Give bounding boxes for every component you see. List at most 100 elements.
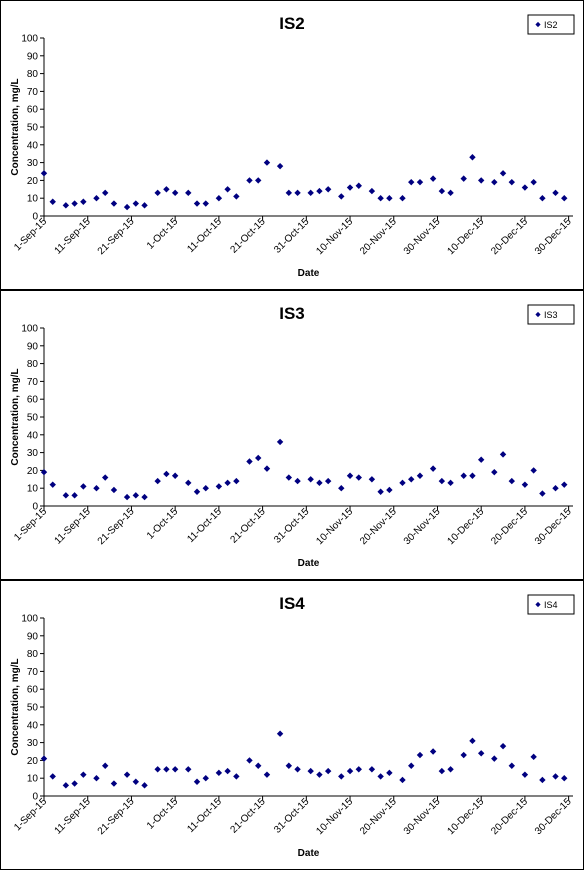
data-point (110, 780, 118, 787)
x-tick-label: 11-Oct-15 (185, 216, 224, 255)
data-point (49, 481, 56, 488)
data-point (215, 769, 223, 777)
data-point (40, 755, 48, 762)
data-point (438, 477, 446, 485)
data-point (193, 778, 201, 785)
y-tick-label: 0 (32, 792, 38, 803)
x-tick-label: 10-Dec-15 (446, 216, 487, 257)
y-tick-label: 60 (27, 395, 39, 406)
data-point (447, 479, 454, 487)
data-point (477, 177, 485, 184)
data-point (316, 771, 323, 778)
y-tick-label: 60 (27, 105, 39, 116)
data-point (123, 203, 131, 211)
x-tick-label: 20-Dec-15 (489, 216, 530, 257)
data-point (163, 186, 170, 193)
data-point (110, 486, 118, 494)
data-point (80, 771, 87, 778)
data-point (215, 483, 223, 490)
y-tick-label: 40 (27, 430, 39, 441)
y-tick-label: 90 (27, 631, 39, 642)
chart-svg-is2: IS2 0 10 20 30 40 50 60 70 80 90 100 1-Sep-15 11-Sep-… (10, 14, 575, 279)
data-point (263, 771, 271, 778)
data-point (530, 178, 537, 186)
data-point (508, 762, 515, 769)
y-tick-label: 50 (27, 703, 39, 714)
data-point (561, 775, 568, 782)
data-point (285, 189, 293, 197)
x-tick-label: 11-Sep-15 (53, 216, 94, 257)
x-tick-label: 21-Sep-15 (96, 216, 137, 257)
data-point (416, 751, 424, 759)
data-point (399, 195, 406, 202)
y-tick-label: 100 (21, 34, 38, 45)
data-point (346, 767, 354, 775)
data-point (255, 177, 262, 184)
data-point (123, 493, 131, 501)
data-point (224, 186, 231, 193)
data-point (255, 454, 262, 462)
data-point (141, 493, 148, 501)
data-point (521, 481, 529, 488)
x-axis-title: Date (298, 558, 320, 569)
data-point (552, 189, 559, 197)
y-tick-label: 30 (27, 738, 39, 749)
data-point (408, 178, 415, 186)
x-axis-title: Date (298, 848, 320, 859)
data-point (171, 472, 179, 479)
y-tick-label: 10 (27, 774, 39, 785)
data-point (521, 184, 529, 191)
legend-box (527, 14, 575, 35)
data-point (491, 178, 498, 186)
x-tick-label: 11-Sep-15 (53, 796, 94, 837)
data-point (552, 485, 559, 492)
data-point (469, 472, 476, 479)
data-point (80, 198, 87, 205)
data-point (171, 189, 179, 197)
x-tick-label: 20-Nov-15 (358, 506, 399, 547)
data-point (508, 178, 515, 186)
data-point (460, 751, 467, 759)
data-point (368, 476, 376, 483)
x-tick-label: 1-Oct-15 (145, 506, 181, 542)
y-tick-label: 70 (27, 377, 39, 388)
x-tick-label: 11-Oct-15 (185, 796, 224, 835)
data-point (154, 477, 161, 485)
data-point (141, 782, 148, 789)
data-point (132, 492, 140, 499)
legend-box (527, 304, 575, 325)
y-tick-label: 50 (27, 413, 39, 424)
data-point (71, 780, 78, 787)
data-point (324, 767, 332, 775)
data-point (377, 488, 384, 495)
data-point (429, 465, 437, 472)
x-tick-label: 20-Dec-15 (489, 506, 530, 547)
y-tick-label: 50 (27, 123, 39, 134)
legend-label: IS4 (544, 600, 558, 610)
x-tick-label: 30-Nov-15 (402, 216, 443, 257)
data-point (233, 193, 240, 200)
x-tick-label: 20-Nov-15 (358, 216, 399, 257)
x-tick-label: 10-Nov-15 (314, 796, 355, 837)
y-tick-label: 80 (27, 69, 39, 80)
data-point (163, 470, 170, 478)
x-tick-label: 30-Dec-15 (533, 216, 574, 257)
data-point (93, 485, 100, 492)
y-tick-label: 20 (27, 756, 39, 767)
data-point (93, 775, 100, 782)
x-tick-label: 21-Oct-15 (228, 796, 268, 836)
y-tick-label: 90 (27, 51, 39, 62)
data-point (386, 769, 393, 777)
x-tick-label: 21-Oct-15 (228, 216, 268, 256)
data-point (215, 195, 223, 202)
data-point (460, 175, 467, 182)
data-point (561, 481, 568, 488)
data-point (491, 755, 498, 762)
chart-svg-is4: IS4 0 10 20 30 40 50 60 70 80 90 100 1-Sep-15 11-Sep-… (10, 594, 575, 859)
x-tick-label: 10-Dec-15 (446, 796, 487, 837)
data-point (408, 476, 415, 483)
data-point (62, 492, 70, 499)
x-tick-label: 30-Dec-15 (533, 506, 574, 547)
data-point (263, 465, 271, 472)
data-point (307, 189, 314, 197)
